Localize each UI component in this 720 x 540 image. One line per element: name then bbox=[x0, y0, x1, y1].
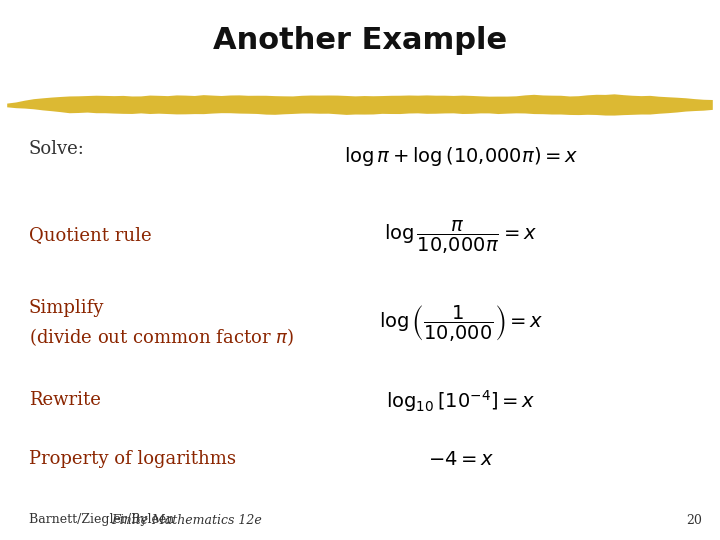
Text: (divide out common factor $\pi$): (divide out common factor $\pi$) bbox=[29, 327, 294, 348]
Text: $\log_{10}\left[10^{-4}\right] = x$: $\log_{10}\left[10^{-4}\right] = x$ bbox=[386, 388, 536, 414]
Text: $-4 = x$: $-4 = x$ bbox=[428, 451, 494, 469]
Text: Finite Mathematics 12e: Finite Mathematics 12e bbox=[112, 514, 262, 526]
Text: $\log \pi + \log\left(10{,}000\pi\right) = x$: $\log \pi + \log\left(10{,}000\pi\right)… bbox=[343, 145, 578, 168]
Text: Barnett/Ziegler/Byleen: Barnett/Ziegler/Byleen bbox=[29, 514, 178, 526]
Text: Simplify: Simplify bbox=[29, 299, 104, 317]
Text: $\log \dfrac{\pi}{10{,}000\pi} = x$: $\log \dfrac{\pi}{10{,}000\pi} = x$ bbox=[384, 219, 537, 256]
Polygon shape bbox=[7, 94, 713, 116]
Text: Solve:: Solve: bbox=[29, 139, 85, 158]
Text: Property of logarithms: Property of logarithms bbox=[29, 450, 236, 468]
Text: $\log\left(\dfrac{1}{10{,}000}\right) = x$: $\log\left(\dfrac{1}{10{,}000}\right) = … bbox=[379, 304, 543, 344]
Text: Quotient rule: Quotient rule bbox=[29, 226, 151, 244]
Text: 20: 20 bbox=[686, 514, 702, 526]
Text: Another Example: Another Example bbox=[213, 26, 507, 55]
Text: Rewrite: Rewrite bbox=[29, 390, 101, 409]
